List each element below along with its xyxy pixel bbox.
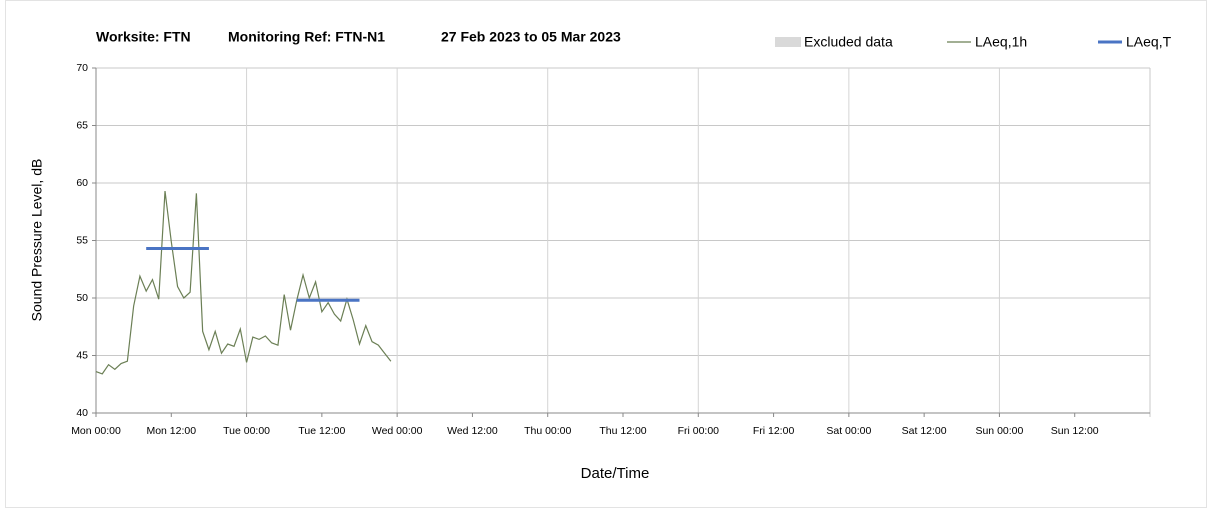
legend-label: Excluded data: [804, 34, 893, 50]
legend-swatch: [775, 37, 801, 47]
y-tick-label: 60: [76, 177, 88, 189]
x-tick-label: Sun 12:00: [1051, 425, 1099, 437]
x-tick-label: Thu 12:00: [599, 425, 646, 437]
x-tick-label: Mon 00:00: [71, 425, 121, 437]
x-tick-label: Sat 00:00: [826, 425, 871, 437]
y-axis-label: Sound Pressure Level, dB: [29, 159, 45, 322]
x-tick-label: Fri 12:00: [753, 425, 795, 437]
y-tick-label: 45: [76, 349, 88, 361]
x-tick-label: Sun 00:00: [975, 425, 1023, 437]
y-tick-label: 40: [76, 407, 88, 419]
x-tick-label: Wed 12:00: [447, 425, 498, 437]
data-line: [95, 190, 392, 375]
chart-title: 27 Feb 2023 to 05 Mar 2023: [441, 29, 621, 45]
chart-title: Worksite: FTN: [96, 29, 191, 45]
legend-label: LAeq,1h: [975, 34, 1027, 50]
chart-title: Monitoring Ref: FTN-N1: [228, 29, 385, 45]
x-tick-label: Tue 00:00: [223, 425, 270, 437]
y-tick-label: 70: [76, 62, 88, 74]
x-axis-label: Date/Time: [581, 465, 650, 482]
x-tick-label: Mon 12:00: [146, 425, 196, 437]
y-tick-label: 65: [76, 119, 88, 131]
x-tick-label: Sat 12:00: [902, 425, 947, 437]
x-tick-label: Wed 00:00: [372, 425, 423, 437]
x-tick-label: Fri 00:00: [678, 425, 720, 437]
x-tick-label: Tue 12:00: [298, 425, 345, 437]
y-tick-label: 50: [76, 292, 88, 304]
x-tick-label: Thu 00:00: [524, 425, 571, 437]
y-tick-label: 55: [76, 234, 88, 246]
legend-label: LAeq,T: [1126, 34, 1172, 50]
